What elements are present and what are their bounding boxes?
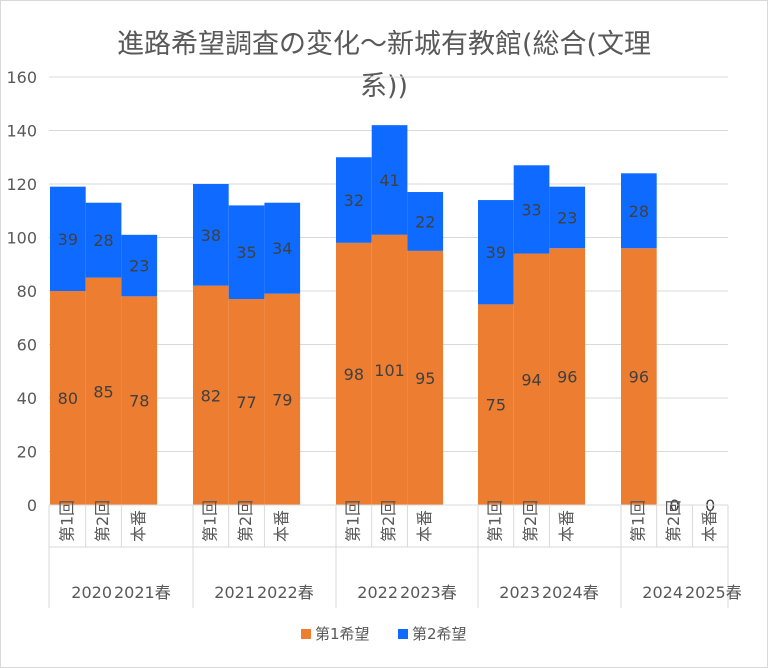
x-group-year-label: 2021 [214,583,255,602]
x-group-spring-label: 2024春 [542,583,599,602]
data-label-second-choice: 39 [486,243,506,262]
data-label-first-choice: 77 [236,393,256,412]
chart-title-line: 系)) [360,71,408,102]
x-category-label: 本番 [700,510,719,542]
data-label-second-choice: 28 [629,202,649,221]
bar-segment-second-choice [513,165,550,254]
x-category-label: 第1回 [343,500,362,542]
y-tick-label: 140 [6,122,37,141]
x-category-label: 本番 [557,510,576,542]
legend-swatch-second-choice [398,629,408,639]
y-tick-label: 0 [27,496,37,515]
x-category-label: 第2回 [93,500,112,542]
data-label-first-choice: 79 [272,390,292,409]
bar-segment-second-choice [85,202,122,278]
x-category-label: 本番 [129,510,148,542]
x-category-label: 本番 [272,510,291,542]
bar-segment-first-choice [621,248,657,505]
y-tick-label: 20 [17,443,37,462]
data-label-second-choice: 28 [93,231,113,250]
bar-segment-first-choice [50,291,86,505]
data-label-first-choice: 96 [557,368,577,387]
data-label-first-choice: 96 [629,368,649,387]
data-label-second-choice: 41 [379,171,399,190]
bar-segment-second-choice [193,184,229,286]
data-label-first-choice: 75 [486,396,506,415]
data-label-second-choice: 39 [58,230,78,249]
chart-title-line: 進路希望調査の変化～新城有教館(総合(文理 [117,29,651,60]
bar-segment-first-choice [85,277,122,505]
x-group-year-label: 2023 [499,583,540,602]
data-label-second-choice: 33 [521,200,541,219]
x-category-label: 本番 [415,510,434,542]
y-tick-label: 160 [6,68,37,87]
data-label-first-choice: 98 [344,365,364,384]
bar-segment-second-choice [621,173,657,249]
y-tick-label: 80 [17,282,37,301]
data-label-first-choice: 80 [58,389,78,408]
data-label-second-choice: 34 [272,239,292,258]
x-group-year-label: 2022 [357,583,398,602]
y-tick-label: 100 [6,229,37,248]
legend-label-second-choice: 第2希望 [412,625,467,643]
data-label-second-choice: 22 [415,212,435,231]
bar-segment-second-choice [228,205,265,300]
bar-segment-second-choice [478,200,514,305]
bar-segment-first-choice [407,250,444,505]
x-category-label: 第1回 [628,500,647,542]
y-tick-label: 120 [6,175,37,194]
bar-segment-first-choice [264,293,301,505]
legend-swatch-first-choice [301,629,311,639]
x-category-label: 第2回 [236,500,255,542]
bar-segment-second-choice [121,234,158,297]
bar-segment-second-choice [371,125,408,235]
legend-label-first-choice: 第1希望 [315,625,370,643]
x-category-label: 第1回 [57,500,76,542]
data-label-second-choice: 32 [344,191,364,210]
bar-segment-second-choice [549,186,586,249]
x-category-label: 第1回 [485,500,504,542]
x-group-year-label: 2020 [71,583,112,602]
x-category-label: 第2回 [379,500,398,542]
bar-segment-first-choice [478,304,514,505]
x-group-spring-label: 2025春 [685,583,742,602]
bar-segment-second-choice [264,202,301,294]
data-label-first-choice: 94 [521,370,541,389]
data-label-first-choice: 101 [374,361,405,380]
data-label-second-choice: 38 [201,226,221,245]
data-label-second-choice: 23 [129,257,149,276]
bar-segment-first-choice [193,285,229,505]
y-tick-label: 60 [17,336,37,355]
bar-segment-first-choice [336,242,372,505]
bar-segment-first-choice [228,299,265,505]
data-label-first-choice: 95 [415,369,435,388]
x-group-spring-label: 2023春 [400,583,457,602]
x-group-spring-label: 2022春 [257,583,314,602]
bar-segment-first-choice [371,234,408,505]
bar-segment-first-choice [121,296,158,505]
x-group-year-label: 2024 [642,583,683,602]
data-label-first-choice: 78 [129,392,149,411]
bar-segment-second-choice [50,186,86,291]
data-label-second-choice: 35 [236,243,256,262]
bar-segment-first-choice [513,253,550,505]
x-category-label: 第1回 [200,500,219,542]
bar-segment-second-choice [336,157,372,243]
x-category-label: 第2回 [664,500,683,542]
x-category-label: 第2回 [521,500,540,542]
y-tick-label: 40 [17,389,37,408]
data-label-first-choice: 82 [201,386,221,405]
bar-segment-second-choice [407,192,444,251]
bar-segment-first-choice [549,248,586,505]
data-label-first-choice: 85 [93,382,113,401]
x-group-spring-label: 2021春 [114,583,171,602]
data-label-second-choice: 23 [557,208,577,227]
